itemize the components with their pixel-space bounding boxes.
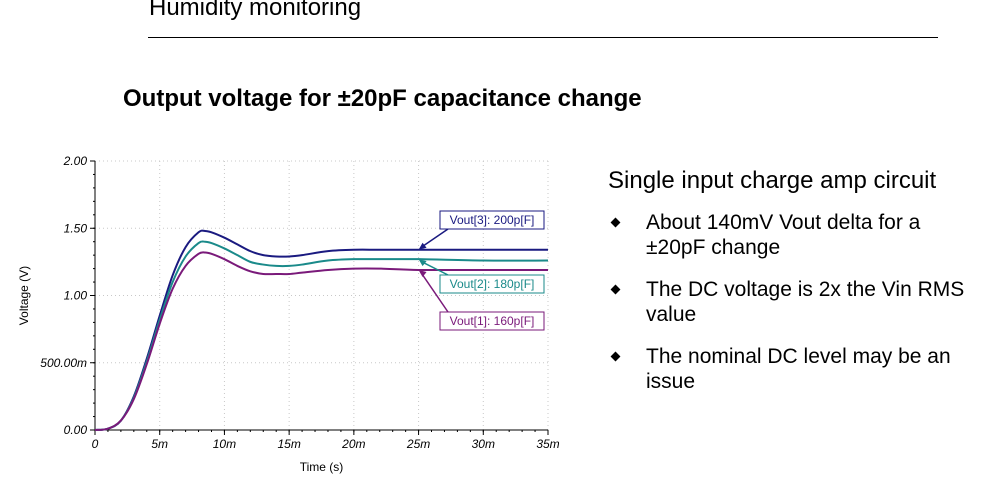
y-axis-label: Voltage (V) [17, 266, 31, 325]
x-tick-label: 35m [536, 437, 559, 451]
y-tick-label: 2.00 [63, 154, 88, 168]
chart-lines [94, 229, 549, 431]
y-tick-label: 1.50 [64, 221, 88, 235]
notes-list: About 140mV Vout delta for a ±20pF chang… [608, 210, 968, 411]
series-label-arrow [420, 228, 449, 249]
series-label-arrow [420, 260, 449, 276]
series-line-3 [94, 251, 548, 431]
x-tick-label: 30m [472, 437, 495, 451]
notes-title: Single input charge amp circuit [608, 167, 937, 194]
x-tick-label: 15m [277, 437, 300, 451]
note-item: The DC voltage is 2x the Vin RMS value [608, 277, 968, 327]
slide-title: Output voltage for ±20pF capacitance cha… [123, 85, 642, 112]
y-tick-label: 500.00m [40, 356, 87, 370]
series-label-arrowhead [418, 259, 427, 267]
series-label-arrowhead [418, 242, 427, 250]
diamond-bullet-icon [610, 217, 621, 228]
note-text: About 140mV Vout delta for a ±20pF chang… [646, 211, 921, 259]
series-label-text: Vout[2]: 180p[F] [450, 277, 535, 291]
note-item: About 140mV Vout delta for a ±20pF chang… [608, 210, 968, 260]
chart-ticks: 0 5m 10m 15m 20m 25m 30m 35m 0.00 500.00m 1.00 1.50… [40, 154, 559, 451]
note-text: The nominal DC level may be an issue [646, 345, 951, 393]
note-text: The DC voltage is 2x the Vin RMS value [646, 278, 965, 326]
header-title: Humidity monitoring [149, 0, 362, 21]
series-label-2: Vout[2]: 180p[F] [418, 259, 545, 294]
series-label-text: Vout[1]: 160p[F] [450, 314, 535, 328]
voltage-chart: 0 5m 10m 15m 20m 25m 30m 35m 0.00 500.00m 1.00 1.50… [17, 154, 560, 474]
x-tick-label: 5m [151, 437, 168, 451]
chart-grid [94, 160, 549, 431]
y-tick-label: 1.00 [64, 289, 88, 303]
chart-axes [94, 161, 548, 431]
chart-annotations: Vout[3]: 200p[F] Vout[2]: 180p[F] Vout[1]:… [418, 210, 545, 331]
diamond-bullet-icon [610, 351, 621, 362]
series-label-text: Vout[3]: 200p[F] [450, 213, 535, 227]
series-label-box [439, 274, 545, 294]
series-label-1: Vout[3]: 200p[F] [418, 210, 545, 250]
y-tick-label: 0.00 [64, 423, 88, 437]
series-label-box [439, 210, 545, 230]
x-tick-label: 10m [213, 437, 236, 451]
x-tick-label: 20m [341, 437, 365, 451]
series-label-arrow [419, 271, 449, 313]
x-axis-label: Time (s) [300, 460, 344, 474]
x-tick-label: 0 [92, 437, 99, 451]
x-tick-label: 25m [406, 437, 430, 451]
diamond-bullet-icon [610, 284, 621, 295]
series-label-box [439, 311, 545, 331]
header-rule [148, 37, 938, 38]
note-item: The nominal DC level may be an issue [608, 344, 968, 394]
series-label-arrowhead [418, 269, 427, 277]
series-label-3: Vout[1]: 160p[F] [418, 269, 545, 331]
